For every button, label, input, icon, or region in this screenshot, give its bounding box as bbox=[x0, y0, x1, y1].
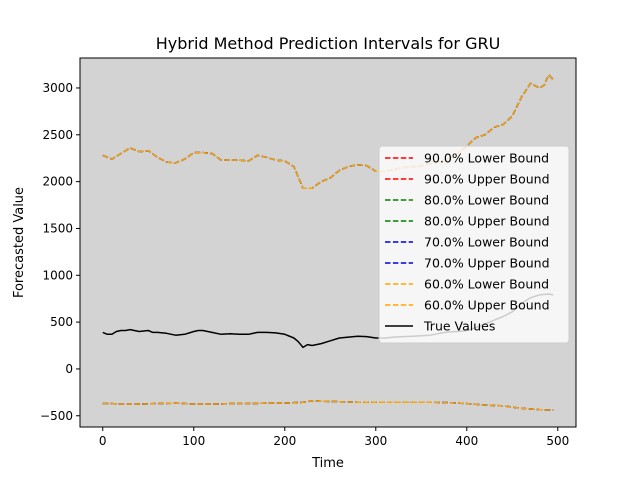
chart-title: Hybrid Method Prediction Intervals for G… bbox=[156, 34, 501, 53]
x-axis: 0 100 200 300 400 500 bbox=[99, 427, 569, 448]
y-tick-label: 1500 bbox=[42, 221, 73, 235]
y-tick-label: 0 bbox=[65, 362, 73, 376]
legend-label: 60.0% Lower Bound bbox=[424, 277, 549, 292]
x-axis-label: Time bbox=[311, 456, 344, 471]
y-axis-label: Forecasted Value bbox=[12, 187, 27, 298]
x-tick-label: 500 bbox=[546, 434, 569, 448]
legend-label: 90.0% Upper Bound bbox=[424, 172, 550, 187]
y-tick-label: 500 bbox=[50, 315, 73, 329]
legend-label: 80.0% Upper Bound bbox=[424, 214, 550, 229]
series-line-60-0-lower-bound bbox=[102, 400, 554, 411]
x-tick-label: 100 bbox=[182, 434, 205, 448]
y-tick-label: −500 bbox=[40, 409, 73, 423]
plot-frame bbox=[79, 57, 577, 428]
legend-label: True Values bbox=[423, 319, 495, 334]
legend-label: 90.0% Lower Bound bbox=[424, 151, 549, 166]
y-tick-label: 2500 bbox=[42, 128, 73, 142]
legend-label: 80.0% Lower Bound bbox=[424, 193, 549, 208]
y-axis: −500 0 500 1000 1500 2000 2500 3000 bbox=[40, 81, 80, 423]
legend-label: 60.0% Upper Bound bbox=[424, 298, 550, 313]
legend: 90.0% Lower Bound 90.0% Upper Bound 80.0% … bbox=[378, 145, 570, 344]
y-tick-label: 1000 bbox=[42, 268, 73, 282]
legend-label: 70.0% Lower Bound bbox=[424, 235, 549, 250]
series-line-60-0-upper-bound bbox=[102, 74, 554, 189]
x-tick-label: 400 bbox=[455, 434, 478, 448]
series-layer bbox=[102, 74, 554, 411]
legend-label: 70.0% Upper Bound bbox=[424, 256, 550, 271]
legend-box bbox=[378, 145, 570, 344]
y-tick-label: 2000 bbox=[42, 175, 73, 189]
x-tick-label: 200 bbox=[273, 434, 296, 448]
x-tick-label: 0 bbox=[99, 434, 107, 448]
y-tick-label: 3000 bbox=[42, 81, 73, 95]
x-tick-label: 300 bbox=[364, 434, 387, 448]
